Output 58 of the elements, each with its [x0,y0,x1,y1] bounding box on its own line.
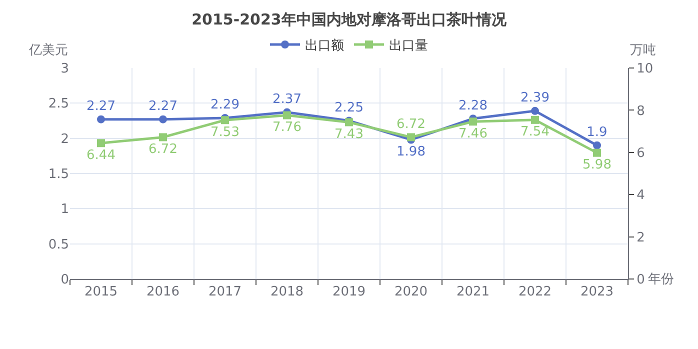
legend-label: 出口额 [305,38,344,54]
point [469,118,477,126]
y2-tick-label: 0 [636,272,645,288]
y2-tick-label: 10 [636,62,654,77]
x-axis-title: 年份 [648,272,674,287]
y2-axis-title: 万吨 [630,43,656,58]
point [593,141,601,150]
data-label: 7.76 [272,120,302,136]
data-label: 1.98 [396,144,426,160]
y2-tick-label: 6 [636,146,645,161]
y-tick-label: 2.5 [48,96,69,112]
y-tick-label: 0.5 [48,237,69,252]
legend-label: 出口量 [389,38,428,54]
point [283,111,291,120]
x-tick-label: 2016 [146,284,180,300]
data-label: 2.29 [210,98,240,113]
data-label: 2.39 [520,90,550,106]
data-label: 2.27 [86,99,116,114]
data-label: 2.25 [334,100,364,116]
data-label: 7.54 [520,124,550,140]
data-label: 2.37 [272,92,302,108]
data-label: 6.72 [396,116,426,132]
x-tick-label: 2023 [580,284,614,300]
point [159,115,167,124]
y-tick-label: 1.5 [48,167,69,182]
data-label: 1.9 [586,125,608,140]
data-label: 2.28 [458,98,488,114]
x-tick-label: 2022 [518,284,552,300]
data-label: 6.44 [86,148,116,163]
y-tick-label: 2 [60,132,69,147]
point [531,116,539,124]
x-tick-label: 2015 [84,284,118,300]
y2-tick-label: 4 [636,188,645,204]
y-tick-label: 0 [60,272,69,288]
data-label: 6.72 [148,142,178,157]
y2-tick-label: 8 [636,104,645,119]
data-label: 7.53 [210,124,240,140]
y-tick-label: 3 [60,62,69,77]
point [159,133,167,142]
point [593,148,601,157]
x-tick-label: 2020 [394,284,428,300]
data-label: 7.46 [458,126,488,142]
point [97,139,105,148]
y-axis-title: 亿美元 [28,42,68,58]
x-tick-label: 2018 [270,284,304,300]
y-tick-label: 1 [60,202,69,218]
data-label: 5.98 [582,158,612,173]
point [531,106,539,115]
y2-tick-label: 2 [636,230,645,246]
point [221,116,229,124]
data-label: 7.43 [334,126,364,142]
x-tick-label: 2021 [456,284,490,300]
point [407,133,415,142]
data-label: 2.27 [148,99,178,114]
x-tick-label: 2019 [332,284,366,300]
x-tick-label: 2017 [208,284,242,300]
chart-title: 2015-2023年中国内地对摩洛哥出口茶叶情况 [192,10,508,28]
point [97,115,105,124]
